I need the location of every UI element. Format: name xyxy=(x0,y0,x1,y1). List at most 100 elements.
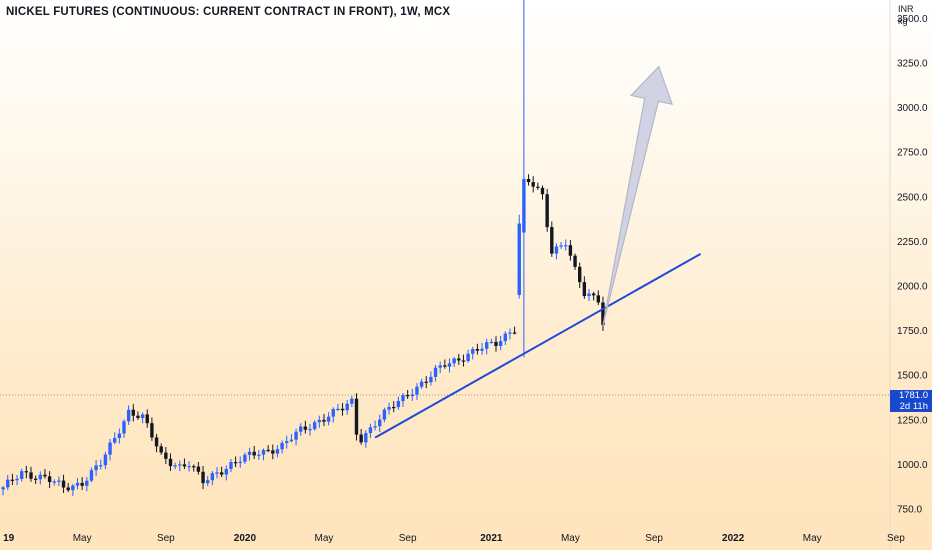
candle-body xyxy=(145,414,149,424)
x-tick-label: Sep xyxy=(645,533,663,544)
candle-body xyxy=(336,408,340,411)
candle-body xyxy=(238,461,242,463)
y-tick-label: 2000.0 xyxy=(897,282,928,293)
candle-body xyxy=(554,246,559,254)
candle-body xyxy=(550,227,554,254)
last-price-value: 1781.0 xyxy=(898,390,928,401)
candle-body xyxy=(340,408,345,411)
y-tick-label: 3500.0 xyxy=(897,14,928,25)
candle-body xyxy=(480,348,484,351)
candle-body xyxy=(354,398,359,435)
candle-body xyxy=(424,381,428,383)
candle-body xyxy=(303,426,308,430)
candle-body xyxy=(159,446,163,453)
candle-body xyxy=(252,451,256,456)
candle-body xyxy=(215,472,219,474)
chart-title: NICKEL FUTURES (CONTINUOUS: CURRENT CONT… xyxy=(6,6,451,18)
x-tick-label: May xyxy=(561,533,580,544)
y-tick-label: 2750.0 xyxy=(897,148,928,159)
candle-body xyxy=(578,266,582,283)
candle-body xyxy=(89,470,94,481)
candles xyxy=(1,0,605,497)
candle-body xyxy=(596,295,600,303)
y-tick-label: 750.0 xyxy=(897,505,922,516)
y-tick-label: 2500.0 xyxy=(897,192,928,203)
x-tick-label: Sep xyxy=(887,533,905,544)
candle-body xyxy=(494,341,498,346)
currency-label: INR xyxy=(898,4,914,14)
candle-body xyxy=(536,186,540,188)
candle-body xyxy=(210,473,215,481)
candle-body xyxy=(387,406,391,410)
candle-body xyxy=(280,442,284,450)
candle-body xyxy=(131,409,135,416)
candle-body xyxy=(364,433,368,443)
countdown-label: 2d 11h xyxy=(899,401,928,412)
y-tick-label: 1750.0 xyxy=(897,326,928,337)
up-arrow-drawing[interactable] xyxy=(602,65,674,326)
candle-body xyxy=(168,458,173,467)
candle-body xyxy=(601,302,605,326)
candle-body xyxy=(591,293,596,296)
candle-body xyxy=(373,426,377,428)
candle-body xyxy=(415,386,419,395)
candle-body xyxy=(299,426,303,432)
x-tick-label: 2022 xyxy=(722,533,745,544)
candle-body xyxy=(33,478,38,480)
candle-body xyxy=(99,465,103,467)
candle-body xyxy=(80,482,84,486)
candle-body xyxy=(378,419,382,427)
candle-body xyxy=(271,450,275,454)
candle-body xyxy=(66,487,70,491)
candle-body xyxy=(289,439,294,442)
y-tick-label: 1250.0 xyxy=(897,415,928,426)
candle-body xyxy=(154,437,159,447)
candle-body xyxy=(219,472,224,475)
x-tick-label: May xyxy=(73,533,92,544)
y-tick-label: 1500.0 xyxy=(897,371,928,382)
candle-body xyxy=(545,194,549,228)
candle-body xyxy=(312,422,317,430)
candle-body xyxy=(85,480,89,486)
candle-body xyxy=(71,485,75,491)
candle-body xyxy=(178,464,182,466)
last-price-tag: 1781.0 2d 11h xyxy=(890,390,932,412)
candle-body xyxy=(498,341,503,346)
candle-body xyxy=(573,255,577,267)
candle-body xyxy=(559,245,563,247)
y-tick-label: 3250.0 xyxy=(897,59,928,70)
candle-body xyxy=(224,468,228,475)
candle-body xyxy=(113,438,117,443)
candle-body xyxy=(419,381,424,387)
candle-body xyxy=(150,423,154,438)
candle-body xyxy=(489,341,494,344)
candle-body xyxy=(233,462,238,464)
candle-body xyxy=(350,398,354,404)
candle-body xyxy=(405,395,410,397)
candle-body xyxy=(164,452,168,459)
x-tick-label: 2021 xyxy=(480,533,503,544)
candle-body xyxy=(471,348,475,354)
y-tick-label: 2250.0 xyxy=(897,237,928,248)
candle-body xyxy=(447,363,452,367)
unit-label: kg xyxy=(898,16,908,26)
candle-body xyxy=(438,365,442,368)
candle-body xyxy=(57,480,61,482)
candle-body xyxy=(526,178,531,183)
candle-body xyxy=(294,431,298,440)
candle-body xyxy=(29,472,33,479)
candle-body xyxy=(503,333,507,342)
candle-body xyxy=(443,365,447,367)
candle-body xyxy=(243,454,247,462)
candle-body xyxy=(52,481,56,483)
candle-body xyxy=(433,367,438,377)
support-trendline[interactable] xyxy=(374,253,702,439)
time-axis: 19MaySep2020MaySep2021MaySep2022MaySep20… xyxy=(3,533,905,544)
candle-body xyxy=(173,465,177,467)
candle-body xyxy=(196,466,201,472)
candle-body xyxy=(401,395,405,402)
candle-body xyxy=(187,466,191,468)
candle-body xyxy=(308,429,312,431)
candle-body xyxy=(345,403,349,411)
